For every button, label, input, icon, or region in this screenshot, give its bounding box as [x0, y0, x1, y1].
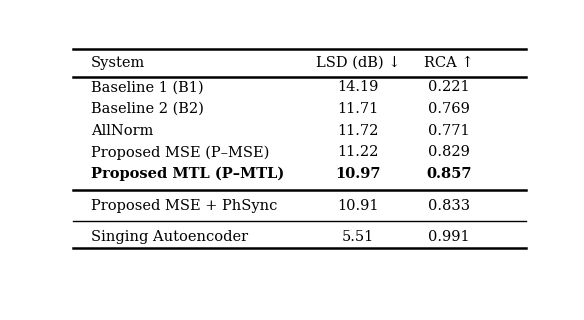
Text: 0.771: 0.771: [428, 124, 470, 138]
Text: Baseline 2 (B2): Baseline 2 (B2): [91, 102, 204, 116]
Text: RCA ↑: RCA ↑: [424, 56, 474, 70]
Text: 11.22: 11.22: [338, 146, 379, 159]
Text: 0.833: 0.833: [427, 199, 470, 213]
Text: 11.71: 11.71: [338, 102, 379, 116]
Text: Proposed MSE (P–MSE): Proposed MSE (P–MSE): [91, 145, 269, 160]
Text: 0.769: 0.769: [427, 102, 470, 116]
Text: 0.857: 0.857: [426, 167, 471, 181]
Text: System: System: [91, 56, 145, 70]
Text: LSD (dB) ↓: LSD (dB) ↓: [316, 56, 401, 70]
Text: 10.97: 10.97: [335, 167, 381, 181]
Text: Baseline 1 (B1): Baseline 1 (B1): [91, 80, 204, 94]
Text: Proposed MSE + PhSync: Proposed MSE + PhSync: [91, 199, 277, 213]
Text: 10.91: 10.91: [338, 199, 379, 213]
Text: 0.221: 0.221: [428, 80, 470, 94]
Text: 0.991: 0.991: [428, 230, 470, 244]
Text: 14.19: 14.19: [338, 80, 379, 94]
Text: Singing Autoencoder: Singing Autoencoder: [91, 230, 248, 244]
Text: AllNorm: AllNorm: [91, 124, 154, 138]
Text: 0.829: 0.829: [427, 146, 470, 159]
Text: Proposed MTL (P–MTL): Proposed MTL (P–MTL): [91, 167, 284, 181]
Text: 11.72: 11.72: [338, 124, 379, 138]
Text: 5.51: 5.51: [342, 230, 374, 244]
